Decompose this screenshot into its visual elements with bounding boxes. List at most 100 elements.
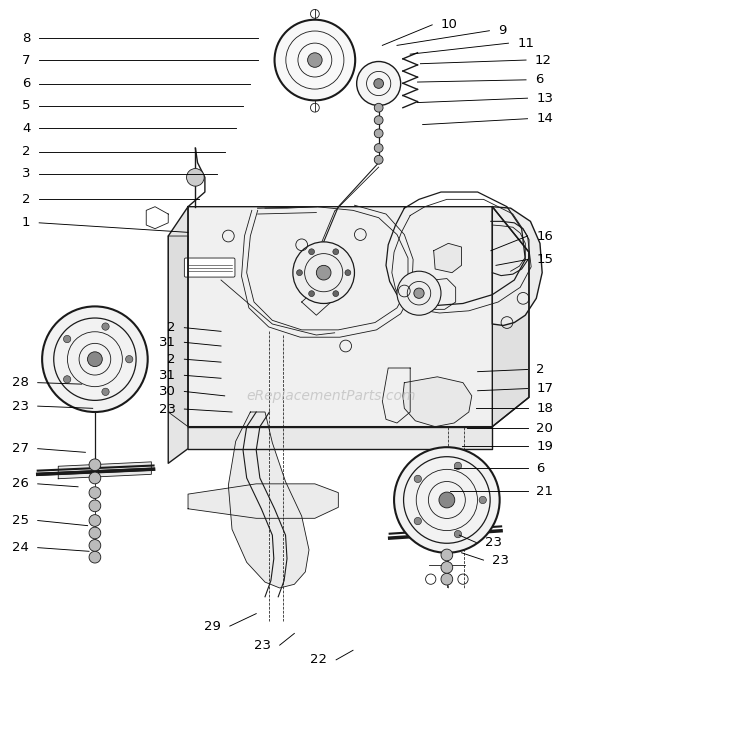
Text: 23: 23	[485, 536, 502, 549]
Text: 6: 6	[535, 74, 543, 86]
Polygon shape	[188, 207, 529, 427]
Text: 16: 16	[536, 230, 554, 243]
Text: 9: 9	[498, 24, 506, 38]
Circle shape	[187, 169, 204, 186]
Text: 23: 23	[12, 400, 29, 413]
Text: 2: 2	[22, 193, 31, 206]
Circle shape	[441, 549, 453, 561]
Text: 26: 26	[12, 478, 29, 490]
FancyBboxPatch shape	[184, 258, 235, 277]
Text: 24: 24	[12, 541, 29, 554]
Text: 31: 31	[158, 336, 176, 349]
Circle shape	[441, 573, 453, 585]
Text: 23: 23	[158, 403, 176, 416]
Circle shape	[316, 266, 331, 280]
Text: 6: 6	[22, 77, 31, 90]
Text: 20: 20	[536, 422, 554, 435]
Circle shape	[454, 531, 461, 538]
Circle shape	[42, 306, 148, 412]
Circle shape	[374, 79, 383, 88]
Circle shape	[333, 249, 339, 255]
Text: 30: 30	[159, 385, 176, 398]
Polygon shape	[492, 207, 542, 325]
Text: 4: 4	[22, 121, 31, 135]
Text: 12: 12	[535, 54, 552, 66]
Circle shape	[89, 500, 101, 512]
Polygon shape	[433, 244, 461, 272]
Text: 23: 23	[492, 553, 509, 567]
Circle shape	[374, 116, 383, 124]
Text: 13: 13	[536, 92, 554, 105]
Circle shape	[374, 155, 383, 164]
Circle shape	[89, 514, 101, 526]
Polygon shape	[403, 377, 472, 427]
Circle shape	[357, 62, 401, 105]
Text: 2: 2	[167, 321, 176, 334]
Circle shape	[89, 459, 101, 470]
Circle shape	[89, 486, 101, 498]
Text: 6: 6	[536, 462, 544, 475]
Circle shape	[454, 462, 461, 470]
Circle shape	[374, 129, 383, 138]
Text: 18: 18	[536, 402, 554, 415]
Text: 15: 15	[536, 253, 554, 266]
Polygon shape	[228, 412, 309, 588]
Polygon shape	[188, 427, 492, 449]
Circle shape	[88, 352, 102, 367]
Circle shape	[293, 242, 355, 303]
Text: 29: 29	[204, 620, 221, 633]
Circle shape	[345, 270, 351, 275]
Circle shape	[64, 375, 70, 383]
Text: 2: 2	[167, 353, 176, 366]
Circle shape	[125, 355, 133, 363]
Circle shape	[374, 144, 383, 152]
Text: 25: 25	[12, 514, 29, 527]
Circle shape	[89, 551, 101, 563]
Circle shape	[374, 103, 383, 112]
Polygon shape	[492, 207, 529, 427]
Text: 7: 7	[22, 54, 31, 66]
Text: 14: 14	[536, 112, 554, 125]
Polygon shape	[188, 484, 338, 518]
Text: 11: 11	[518, 37, 534, 50]
Circle shape	[479, 496, 487, 503]
Circle shape	[397, 271, 441, 315]
Text: 21: 21	[536, 485, 554, 498]
Polygon shape	[168, 207, 188, 464]
Circle shape	[102, 323, 110, 330]
Text: eReplacementParts.com: eReplacementParts.com	[246, 389, 416, 403]
Circle shape	[309, 291, 314, 297]
Text: 8: 8	[22, 32, 31, 45]
Circle shape	[394, 447, 500, 553]
Text: 28: 28	[12, 376, 29, 389]
Text: 10: 10	[441, 18, 458, 32]
Circle shape	[308, 53, 322, 67]
Text: 17: 17	[536, 382, 554, 395]
Circle shape	[333, 291, 339, 297]
Circle shape	[414, 288, 424, 298]
Text: 23: 23	[254, 639, 271, 651]
Text: 22: 22	[310, 654, 327, 666]
Circle shape	[89, 472, 101, 484]
Circle shape	[89, 527, 101, 539]
Text: 31: 31	[158, 369, 176, 382]
Circle shape	[64, 336, 70, 343]
Text: 1: 1	[22, 216, 31, 230]
Text: 5: 5	[22, 99, 31, 112]
Text: 3: 3	[22, 167, 31, 180]
Circle shape	[414, 475, 422, 483]
Circle shape	[439, 492, 454, 508]
Circle shape	[441, 562, 453, 573]
Circle shape	[296, 270, 302, 275]
Circle shape	[414, 517, 422, 525]
Text: 2: 2	[22, 145, 31, 158]
Circle shape	[274, 20, 356, 100]
Polygon shape	[168, 236, 188, 427]
Circle shape	[309, 249, 314, 255]
Text: 27: 27	[12, 442, 29, 455]
Circle shape	[102, 388, 110, 395]
Text: 19: 19	[536, 440, 554, 453]
Circle shape	[89, 539, 101, 551]
Text: 2: 2	[536, 363, 544, 376]
Polygon shape	[58, 462, 152, 478]
